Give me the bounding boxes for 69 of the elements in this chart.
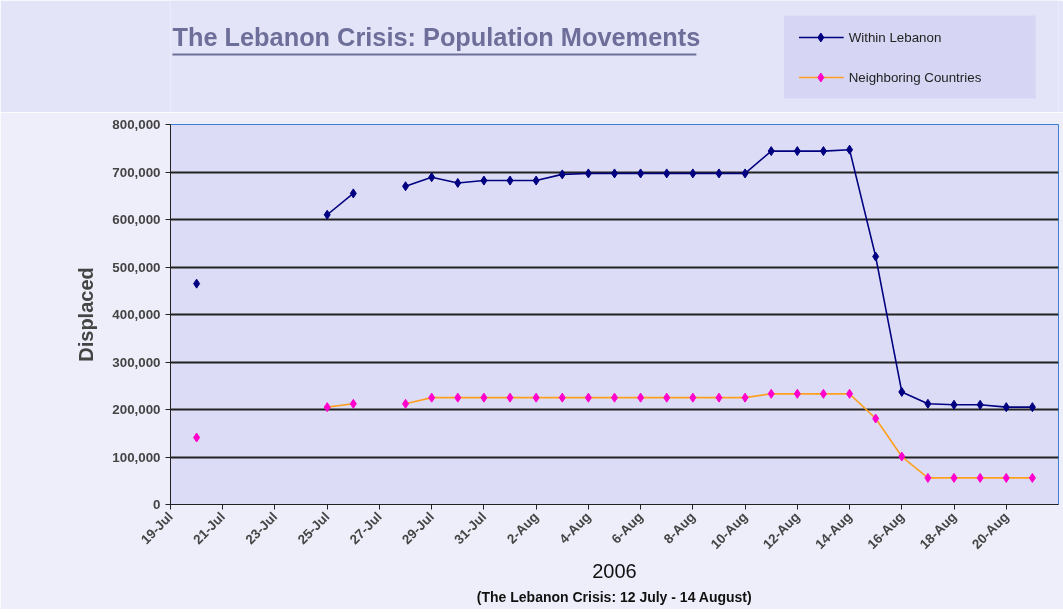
y-tick-label: 100,000 (112, 449, 161, 465)
point (715, 168, 723, 179)
point (532, 392, 540, 403)
point (872, 413, 880, 424)
y-tick-label: 200,000 (112, 402, 161, 417)
point (480, 175, 488, 186)
point (506, 175, 514, 186)
legend-label: Within Lebanon (848, 30, 942, 45)
point (193, 432, 201, 443)
point (193, 278, 201, 289)
y-axis-title: Displaced (75, 267, 98, 362)
point (1028, 472, 1036, 483)
point (428, 172, 436, 183)
y-tick-label: 600,000 (112, 212, 161, 227)
point (846, 144, 854, 155)
point (663, 168, 671, 179)
point (741, 392, 749, 403)
point (349, 398, 357, 409)
point (793, 388, 801, 399)
point (584, 392, 592, 403)
point (454, 392, 462, 403)
point (976, 472, 984, 483)
y-tick-label: 0 (153, 497, 161, 512)
point (819, 388, 827, 399)
point (689, 168, 697, 179)
point (637, 392, 645, 403)
point (846, 388, 854, 399)
point (558, 392, 566, 403)
point (349, 188, 357, 199)
point (950, 399, 958, 410)
chart-title: The Lebanon Crisis: Population Movements (172, 22, 701, 51)
text: (The Lebanon Crisis: 12 July - 14 August) (476, 588, 752, 605)
point (1002, 402, 1010, 413)
point (767, 146, 775, 157)
point (976, 399, 984, 410)
point (584, 168, 592, 179)
point (323, 402, 331, 413)
y-tick-label: 400,000 (112, 307, 161, 322)
point (637, 168, 645, 179)
point (1028, 402, 1036, 413)
legend-label: Neighboring Countries (848, 70, 982, 85)
point (1002, 472, 1010, 483)
point (558, 169, 566, 180)
point (924, 472, 932, 483)
point (819, 146, 827, 157)
point (323, 209, 331, 220)
point (767, 388, 775, 399)
point (689, 392, 697, 403)
point (532, 175, 540, 186)
point (741, 168, 749, 179)
point (898, 451, 906, 462)
point (402, 398, 410, 409)
point (506, 392, 514, 403)
y-tick-label: 800,000 (112, 117, 161, 132)
point (950, 472, 958, 483)
y-tick-label: 700,000 (112, 164, 161, 180)
y-tick-label: 300,000 (112, 354, 161, 370)
point (793, 146, 801, 157)
point (715, 392, 723, 403)
x-axis-title: 2006 (592, 560, 637, 583)
point (402, 181, 410, 192)
point (428, 392, 436, 403)
point (898, 386, 906, 397)
point (872, 251, 880, 262)
point (924, 398, 932, 409)
point (480, 392, 488, 403)
y-tick-label: 500,000 (112, 259, 161, 275)
point (663, 392, 671, 403)
point (454, 177, 462, 188)
